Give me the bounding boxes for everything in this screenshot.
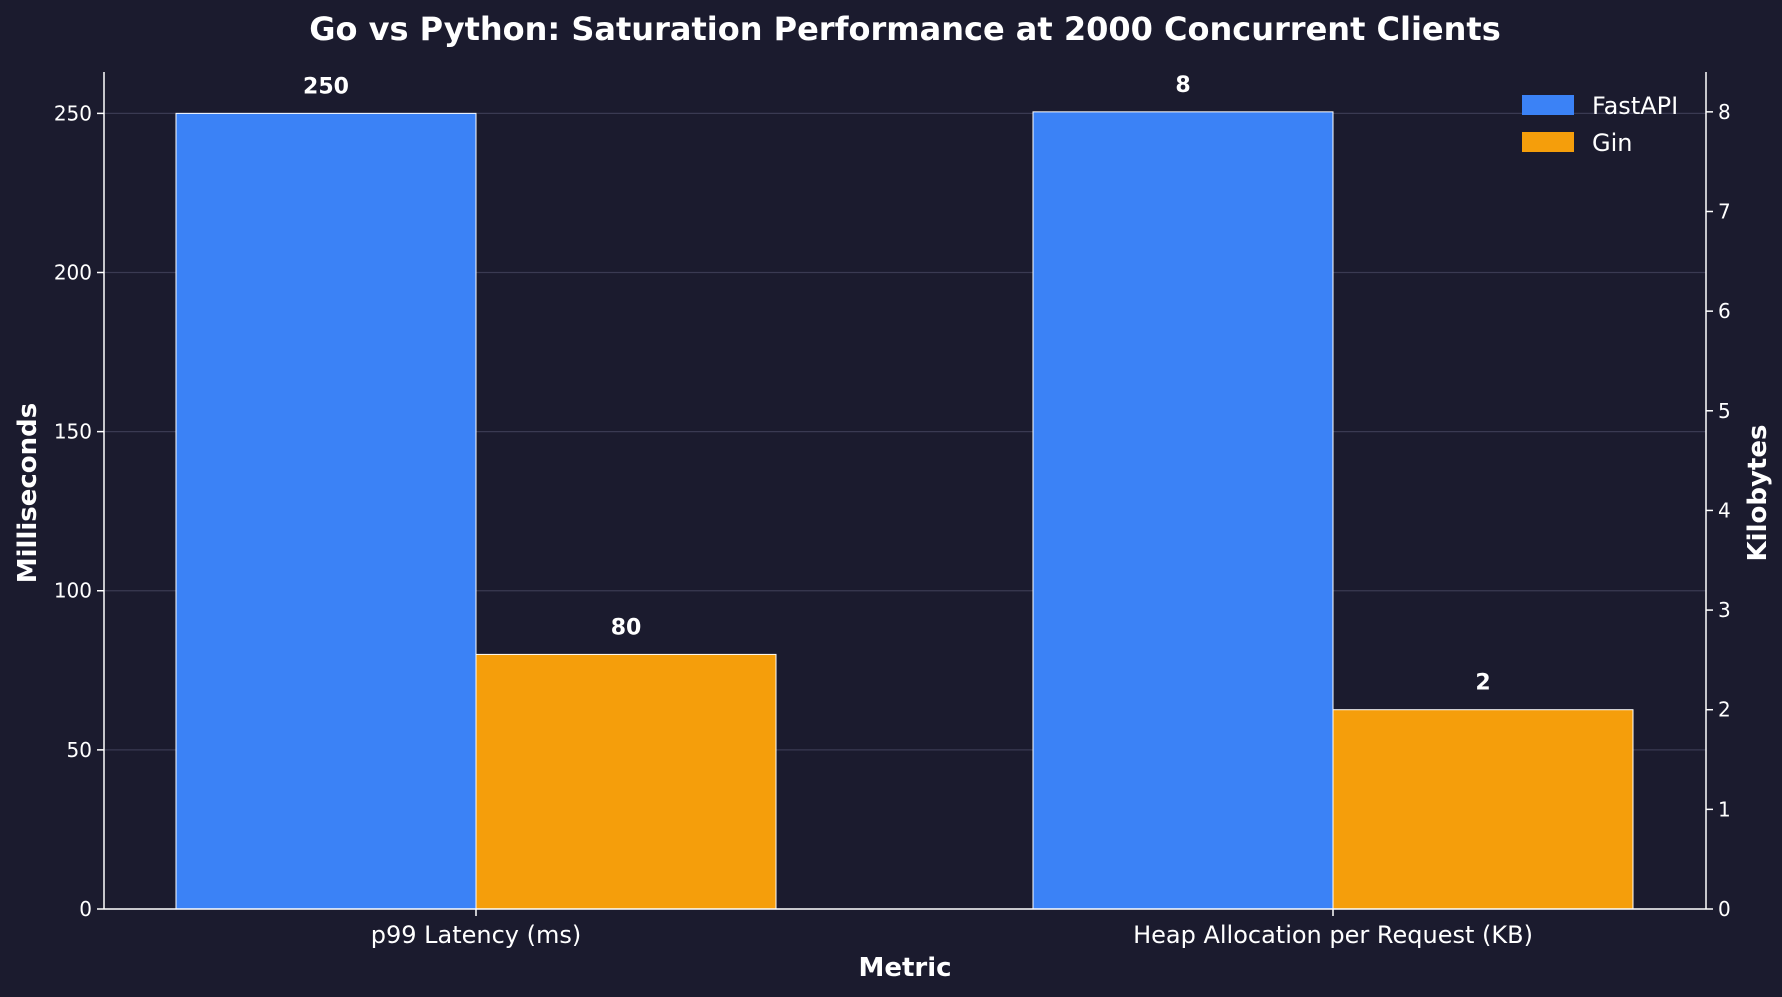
x-tick-label: Heap Allocation per Request (KB)	[1133, 921, 1533, 949]
right-tick-label: 1	[1718, 797, 1731, 821]
right-tick-label: 5	[1718, 399, 1731, 423]
left-tick-label: 200	[54, 260, 92, 284]
bar-gin-1	[1332, 709, 1634, 910]
right-tick-label: 8	[1718, 100, 1731, 124]
left-tick-label: 100	[54, 579, 92, 603]
legend: FastAPI Gin	[1522, 92, 1678, 157]
legend-swatch-fastapi	[1522, 95, 1574, 115]
right-tick-label: 4	[1718, 498, 1731, 522]
ticks: 0 50 100 150 200 250 0 1 2 3 4 5 6 7 8 p99 Latency (ms)…	[54, 100, 1731, 949]
legend-swatch-gin	[1522, 132, 1574, 152]
data-label: 250	[303, 74, 349, 99]
right-tick-label: 2	[1718, 698, 1731, 722]
data-label: 2	[1475, 671, 1490, 696]
bars	[175, 111, 1634, 910]
right-tick-label: 3	[1718, 598, 1731, 622]
bar-fastapi-0	[175, 112, 477, 910]
data-label: 8	[1175, 73, 1190, 98]
legend-label-gin: Gin	[1592, 129, 1632, 157]
x-tick-label: p99 Latency (ms)	[371, 921, 582, 949]
right-tick-label: 6	[1718, 299, 1731, 323]
data-label: 80	[611, 615, 642, 640]
left-tick-label: 150	[54, 420, 92, 444]
bar-gin-0	[475, 653, 777, 910]
left-tick-label: 250	[54, 101, 92, 125]
left-axis-title: Milliseconds	[13, 403, 43, 584]
left-tick-label: 0	[79, 897, 92, 921]
right-tick-label: 7	[1718, 200, 1731, 224]
right-tick-label: 0	[1718, 897, 1731, 921]
left-tick-label: 50	[67, 738, 92, 762]
data-labels: 250 80 8 2	[303, 73, 1491, 696]
chart-title: Go vs Python: Saturation Performance at …	[309, 10, 1501, 48]
bar-fastapi-1	[1032, 111, 1334, 910]
x-axis-title: Metric	[858, 953, 951, 983]
legend-label-fastapi: FastAPI	[1592, 92, 1678, 120]
right-axis-title: Kilobytes	[1743, 425, 1773, 562]
